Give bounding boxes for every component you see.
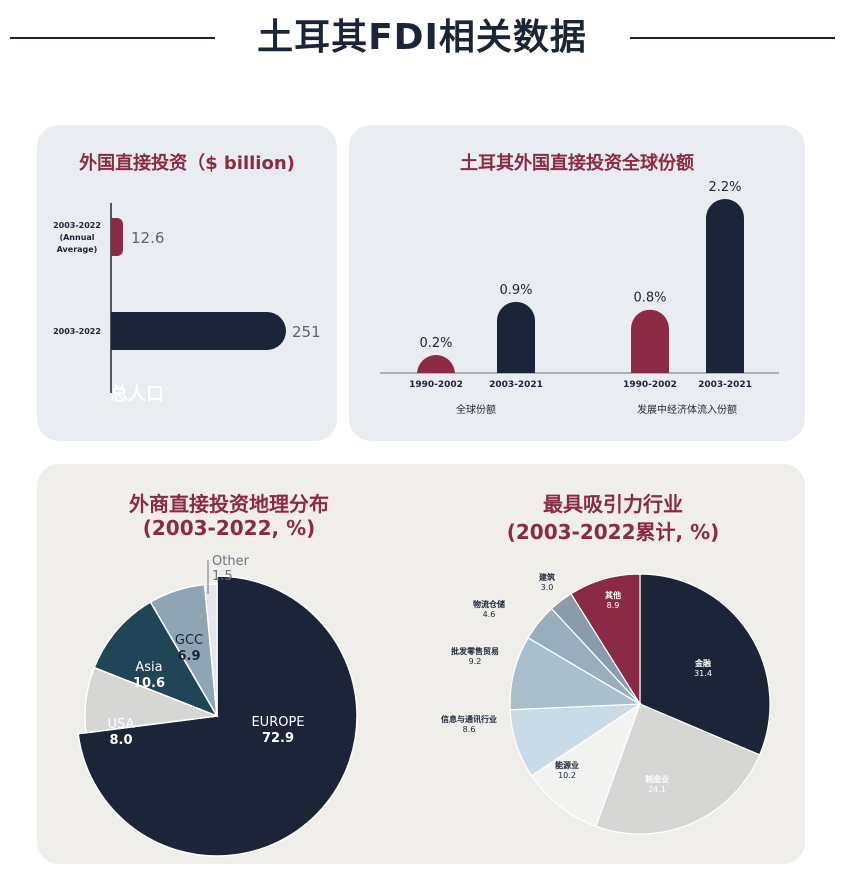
geo-pie-title-line1: 外商直接投资地理分布 [129, 492, 329, 516]
geo-pie-label-europe: EUROPE [251, 715, 304, 730]
sector-pie-label-7: 建筑 [538, 572, 555, 582]
sector-pie-slice-2 [595, 703, 761, 835]
share-value-label-3: 0.8% [633, 291, 666, 306]
fdi-category-label-1: 2003-2022 [53, 221, 101, 230]
sector-pie-value-3: 10.2 [558, 771, 576, 780]
share-category-label-3: 1990-2002 [623, 380, 677, 390]
sector-pie-label-5: 批发零售贸易 [451, 646, 499, 656]
sector-pie-value-5: 9.2 [469, 657, 482, 666]
geo-pie-value-other: 1.5 [212, 569, 233, 584]
geo-pie-value-europe: 72.9 [262, 731, 294, 746]
share-category-label-1: 1990-2002 [409, 380, 463, 390]
geo-pie-title-line2: (2003-2022, %) [142, 516, 316, 540]
fdi-category-label-1: Average) [57, 245, 98, 254]
fdi-bar-chart: 12.6 2003-2022 (Annual Average) 251 2003-2022… [53, 203, 321, 405]
sector-pie-label-6: 物流仓储 [473, 599, 505, 609]
share-bar-4 [706, 199, 744, 373]
title-rule-right [630, 37, 835, 39]
sector-pie-label-4: 信息与通讯行业 [441, 714, 497, 724]
fdi-category-label-1: (Annual [59, 233, 94, 242]
geo-pie-label-other: Other [212, 554, 250, 569]
fdi-overlay-text: 总人口 [110, 383, 164, 405]
sector-pie-value-1: 31.4 [694, 669, 712, 678]
sector-pie-label-8: 其他 [605, 590, 621, 600]
geo-pie-label-asia: Asia [135, 660, 162, 675]
share-value-label-4: 2.2% [708, 180, 741, 195]
share-category-label-4: 2003-2021 [698, 380, 752, 390]
share-card: 土耳其外国直接投资全球份额 0.2% 1990-2002 0.9% 2003-2021… [349, 125, 805, 441]
fdi-bar-1 [111, 218, 123, 256]
sector-pie-slice-3 [530, 702, 642, 828]
share-value-label-1: 0.2% [419, 336, 452, 351]
title-rule-left [10, 37, 215, 39]
sector-pie-value-7: 3.0 [541, 583, 554, 592]
share-bar-chart: 0.2% 1990-2002 0.9% 2003-2021 0.8% 1990-2002 2… [380, 180, 779, 416]
sector-pie-label-1: 金融 [694, 658, 711, 668]
share-group-label-1: 全球份额 [456, 403, 496, 416]
share-bar-3 [631, 309, 669, 373]
geo-pie-value-usa: 8.0 [109, 733, 132, 748]
geo-pie-slice-other [203, 583, 218, 717]
share-chart-title: 土耳其外国直接投资全球份额 [460, 153, 694, 174]
sector-pie-label-2: 制造业 [645, 774, 669, 784]
sector-pie-title-line2: (2003-2022累计, %) [506, 520, 720, 544]
geo-pie-label-usa: USA [108, 717, 135, 732]
geo-pie-value-asia: 10.6 [133, 676, 165, 691]
fdi-card: 外国直接投资（$ billion) 12.6 2003-2022 (Annual Av… [37, 125, 337, 441]
fdi-value-label-2: 251 [292, 323, 321, 341]
share-group-label-2: 发展中经济体流入份额 [637, 403, 737, 416]
share-bar-1 [417, 355, 455, 374]
fdi-category-label-2: 2003-2022 [53, 327, 101, 336]
sector-pie-label-3: 能源业 [555, 760, 579, 770]
fdi-chart-title: 外国直接投资（$ billion) [79, 153, 295, 174]
page-title: 土耳其FDI相关数据 [257, 17, 587, 58]
sector-pie-slice-8 [570, 573, 641, 707]
geo-pie-slice-asia [93, 600, 219, 718]
sector-pie-slice-1 [639, 573, 771, 756]
sector-pie-title-line1: 最具吸引力行业 [543, 492, 683, 516]
pie-card: 外商直接投资地理分布 (2003-2022, %) 最具吸引力行业 (2003-… [37, 464, 805, 864]
sector-pie-value-2: 24.1 [648, 785, 666, 794]
geo-pie-label-gcc: GCC [175, 633, 203, 648]
share-value-label-2: 0.9% [499, 283, 532, 298]
geo-pie-value-gcc: 6.9 [177, 649, 200, 664]
share-category-label-2: 2003-2021 [489, 380, 543, 390]
sector-pie-value-6: 4.6 [483, 610, 496, 619]
fdi-bar-2 [111, 312, 286, 350]
sector-pie-value-8: 8.9 [607, 601, 620, 610]
share-bar-2 [497, 301, 535, 373]
sector-pie-value-4: 8.6 [463, 725, 476, 734]
fdi-value-label-1: 12.6 [131, 229, 164, 247]
